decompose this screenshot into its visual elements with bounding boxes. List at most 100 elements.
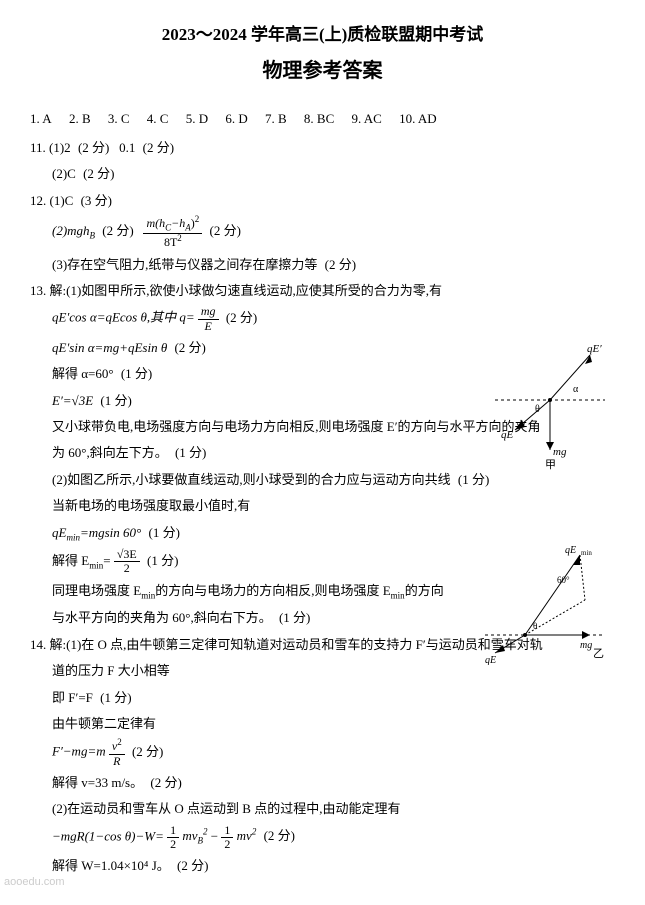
- label-qE: qE: [501, 429, 514, 441]
- txt: 解得 v=33 m/s。: [52, 775, 143, 790]
- sup: 2: [177, 233, 182, 243]
- txt: =: [103, 553, 110, 568]
- sub: min: [66, 532, 80, 542]
- txt: (2)如图乙所示,小球要做直线运动,则小球受到的合力应与运动方向共线: [52, 472, 451, 487]
- label-qE: qE: [485, 655, 496, 665]
- q14-eq1: 即 F′=F (1 分): [30, 686, 615, 709]
- sup: 2: [252, 827, 257, 837]
- label-theta: θ: [533, 621, 537, 631]
- label-mg: mg: [553, 446, 567, 458]
- mc-ans: C: [121, 111, 130, 126]
- q11-p1a: 11. (1)2: [30, 140, 71, 155]
- txt: 解得 E: [52, 553, 89, 568]
- txt: −mgR(1−cos θ)−W=: [52, 828, 164, 843]
- txt: 即 F′=F: [52, 690, 93, 705]
- q14-p2: (2)在运动员和雪车从 O 点运动到 B 点的过程中,由动能定理有: [30, 797, 615, 820]
- den: 2: [221, 838, 233, 851]
- den: R: [109, 755, 125, 768]
- mc-num: 4.: [147, 111, 157, 126]
- pts: (2 分): [143, 140, 174, 155]
- label-qEmin: qE: [565, 545, 576, 556]
- label-caption: 甲: [545, 459, 556, 470]
- watermark: aooedu.com: [4, 873, 65, 893]
- sub: min: [391, 590, 405, 600]
- pts: (1 分): [458, 472, 489, 487]
- txt: 为 60°,斜向左下方。: [52, 445, 168, 460]
- mc-num: 2.: [69, 111, 79, 126]
- txt: qE: [52, 525, 66, 540]
- den: 2: [167, 838, 179, 851]
- pts: (2 分): [177, 858, 208, 873]
- mc-num: 1.: [30, 111, 40, 126]
- pts: (2 分): [174, 340, 205, 355]
- sub: min: [89, 561, 103, 571]
- q14-eq2: F′−mg=m v2 R (2 分): [30, 738, 615, 767]
- txt: mv: [237, 828, 252, 843]
- q11-part2: (2)C (2 分): [30, 162, 615, 185]
- sup: 2: [117, 737, 122, 747]
- pts: (1 分): [100, 690, 131, 705]
- pts: (2 分): [264, 828, 295, 843]
- txt: F′−mg=m: [52, 744, 106, 759]
- q11-p1b: 0.1: [119, 140, 135, 155]
- txt: 解得 W=1.04×10⁴ J。: [52, 858, 170, 873]
- num: mg: [198, 305, 219, 319]
- q13-eq5: qEmin=mgsin 60° (1 分): [30, 521, 615, 546]
- pts: (1 分): [279, 610, 310, 625]
- mc-num: 7.: [265, 111, 275, 126]
- txt: 的方向: [405, 583, 444, 598]
- mc-ans: B: [278, 111, 287, 126]
- q12-part2: (2)mghB (2 分) m(hC−hA)2 8T2 (2 分): [30, 215, 615, 249]
- txt: (3)存在空气阻力,纸带与仪器之间存在摩擦力等: [52, 257, 317, 272]
- txt: =mgsin 60°: [80, 525, 141, 540]
- txt: qE′sin α=mg+qEsin θ: [52, 340, 167, 355]
- title-line1: 2023～2024 学年高三(上)质检联盟期中考试: [30, 20, 615, 51]
- pts: (2 分): [325, 257, 356, 272]
- num: 1: [221, 824, 233, 838]
- label-mg: mg: [580, 640, 592, 651]
- fraction: 12: [221, 824, 233, 851]
- txt: (2)mgh: [52, 223, 90, 238]
- pts: (1 分): [148, 525, 179, 540]
- q12-part1: 12. (1)C (3 分): [30, 189, 615, 212]
- txt: 8T: [164, 235, 177, 249]
- q13-intro: 13. 解:(1)如图甲所示,欲使小球做匀速直线运动,应使其所受的合力为零,有: [30, 279, 615, 302]
- pts: (1 分): [121, 366, 152, 381]
- sup: 2: [203, 827, 208, 837]
- label-caption: 乙: [593, 647, 604, 660]
- pts: (1 分): [175, 445, 206, 460]
- mc-ans: A: [42, 111, 51, 126]
- pts: (2 分): [226, 310, 257, 325]
- txt: mv: [182, 828, 197, 843]
- pts: (2 分): [150, 775, 181, 790]
- q13-eq1: qE′cos α=qEcos θ,其中 q= mg E (2 分): [30, 305, 615, 332]
- txt: E′=√3E: [52, 393, 93, 408]
- label-60: 60°: [557, 575, 570, 585]
- mc-ans: AC: [364, 111, 382, 126]
- q14-nx: 由牛顿第二定律有: [30, 712, 615, 735]
- q13-p2b: 当新电场的电场强度取最小值时,有: [30, 494, 615, 517]
- mc-ans: C: [160, 111, 169, 126]
- txt: −: [211, 828, 218, 843]
- fraction: v2 R: [109, 738, 125, 767]
- diagram-yi: qE min 60° θ qE mg 乙: [485, 545, 605, 665]
- txt: m(h: [146, 216, 165, 230]
- pts: (2 分): [83, 166, 114, 181]
- q14-eq4: −mgR(1−cos θ)−W= 12 mvB2 − 12 mv2 (2 分): [30, 824, 615, 851]
- mc-ans: D: [199, 111, 208, 126]
- den: 2: [114, 562, 140, 575]
- mc-num: 9.: [352, 111, 362, 126]
- q12-p1: 12. (1)C: [30, 193, 73, 208]
- q14-eq3: 解得 v=33 m/s。 (2 分): [30, 771, 615, 794]
- txt: 解得 α=60°: [52, 366, 114, 381]
- mc-ans: BC: [317, 111, 334, 126]
- fraction: mg E: [198, 305, 219, 332]
- mc-num: 10.: [399, 111, 415, 126]
- pts: (2 分): [78, 140, 109, 155]
- mc-num: 5.: [186, 111, 196, 126]
- pts: (1 分): [147, 553, 178, 568]
- txt: 与水平方向的夹角为 60°,斜向右下方。: [52, 610, 272, 625]
- pts: (2 分): [132, 744, 163, 759]
- pts: (2 分): [210, 223, 241, 238]
- pts: (2 分): [102, 223, 133, 238]
